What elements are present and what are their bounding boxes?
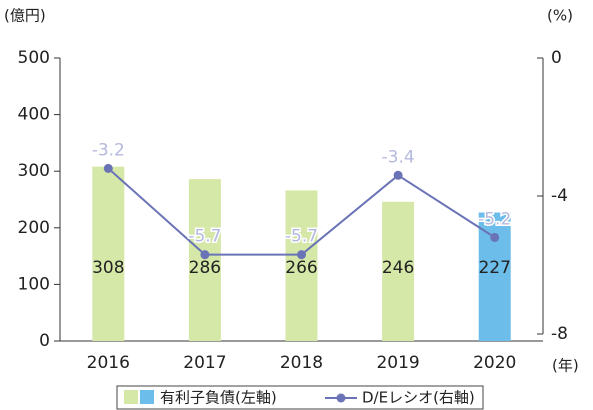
x-tick-label: 2016	[87, 353, 130, 373]
bar-value-label: 286	[189, 258, 221, 278]
legend-label: 有利子負債(左軸)	[160, 389, 277, 407]
line-value-label: -3.4	[382, 147, 415, 167]
bar	[92, 166, 125, 341]
y-tick-label: 300	[18, 161, 50, 181]
bar-value-label: 246	[382, 258, 414, 278]
x-tick-label: 2017	[183, 353, 226, 373]
y2-unit: (%)	[547, 7, 573, 25]
x-unit: (年)	[552, 357, 579, 375]
line-point	[103, 163, 113, 173]
line-point	[297, 250, 306, 260]
y-tick-label: 100	[18, 274, 50, 294]
y-tick-label: 400	[18, 105, 50, 125]
bar-value-label: 266	[285, 258, 317, 278]
legend-point	[336, 393, 346, 403]
line-value-label: -5.7	[188, 227, 221, 247]
y2-tick-label: -8	[551, 324, 568, 344]
y-tick-label: 0	[39, 331, 50, 351]
x-tick-label: 2019	[376, 353, 419, 373]
bar-value-label: 227	[478, 258, 510, 278]
y-tick-label: 200	[18, 218, 50, 238]
line-value-label: -5.7	[285, 227, 318, 247]
line-value-label: -5.2	[478, 209, 511, 229]
legend-label: D/Eレシオ(右軸)	[362, 389, 475, 407]
x-tick-label: 2020	[473, 353, 516, 373]
line-value-label: -3.2	[92, 140, 125, 160]
bar	[382, 201, 415, 341]
legend-swatch	[140, 390, 154, 404]
bar-value-label: 308	[92, 258, 124, 278]
bar	[188, 179, 221, 341]
legend-swatch	[124, 390, 138, 404]
line-point	[490, 232, 500, 242]
legend-box	[116, 385, 484, 410]
y2-tick-label: -4	[551, 186, 568, 206]
bar	[285, 190, 318, 341]
line-point	[200, 250, 210, 260]
line-point	[393, 170, 403, 180]
x-tick-label: 2018	[280, 353, 323, 373]
y-unit: (億円)	[4, 7, 46, 25]
y-tick-label: 500	[18, 48, 50, 68]
y2-tick-label: 0	[551, 48, 562, 68]
